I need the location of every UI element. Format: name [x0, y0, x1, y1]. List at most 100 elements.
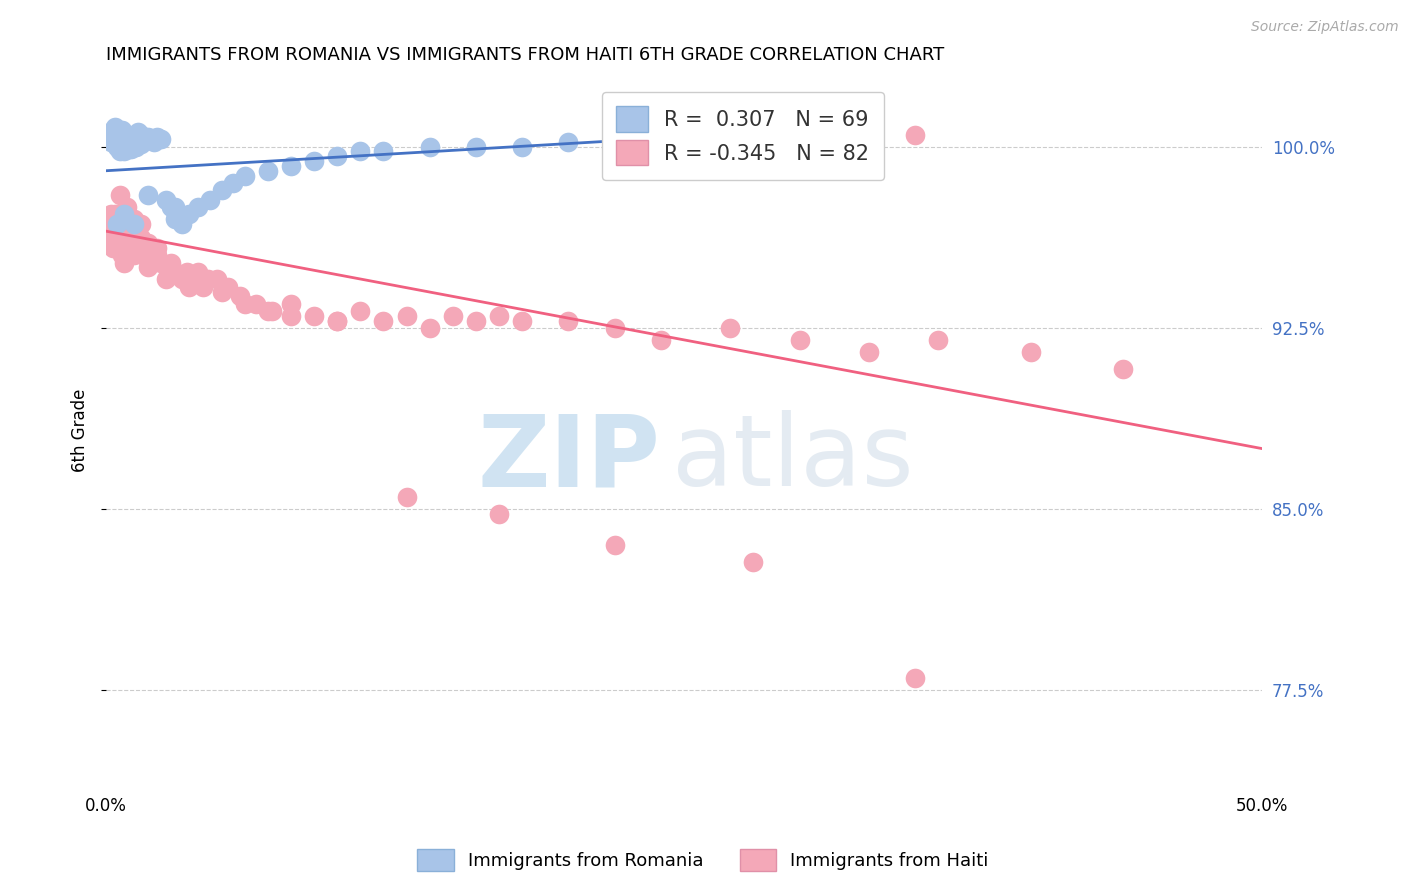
- Point: [136, 130, 159, 145]
- Point: [104, 207, 127, 221]
- Point: [256, 304, 278, 318]
- Legend: R =  0.307   N = 69, R = -0.345   N = 82: R = 0.307 N = 69, R = -0.345 N = 82: [602, 92, 884, 180]
- Point: [789, 333, 811, 347]
- Point: [510, 139, 533, 153]
- Point: [120, 142, 142, 156]
- Point: [112, 231, 135, 245]
- Point: [233, 296, 256, 310]
- Point: [904, 671, 927, 685]
- Point: [441, 309, 464, 323]
- Point: [159, 260, 181, 275]
- Point: [136, 260, 159, 275]
- Point: [155, 272, 177, 286]
- Point: [115, 241, 138, 255]
- Point: [419, 139, 441, 153]
- Point: [122, 217, 145, 231]
- Point: [100, 207, 122, 221]
- Point: [245, 296, 267, 310]
- Point: [191, 279, 214, 293]
- Point: [129, 231, 152, 245]
- Point: [256, 163, 278, 178]
- Point: [262, 304, 284, 318]
- Point: [125, 128, 148, 142]
- Point: [187, 265, 209, 279]
- Point: [107, 212, 129, 227]
- Y-axis label: 6th Grade: 6th Grade: [72, 389, 89, 472]
- Point: [129, 128, 152, 142]
- Point: [122, 139, 145, 153]
- Point: [603, 320, 626, 334]
- Point: [118, 224, 141, 238]
- Point: [107, 217, 129, 231]
- Point: [488, 507, 510, 521]
- Point: [122, 212, 145, 227]
- Point: [100, 236, 122, 251]
- Point: [176, 265, 198, 279]
- Text: ZIP: ZIP: [478, 410, 661, 508]
- Point: [120, 236, 142, 251]
- Point: [718, 320, 741, 334]
- Point: [557, 135, 579, 149]
- Point: [118, 130, 141, 145]
- Point: [155, 193, 177, 207]
- Point: [143, 135, 166, 149]
- Text: IMMIGRANTS FROM ROMANIA VS IMMIGRANTS FROM HAITI 6TH GRADE CORRELATION CHART: IMMIGRANTS FROM ROMANIA VS IMMIGRANTS FR…: [105, 46, 945, 64]
- Point: [349, 145, 371, 159]
- Text: Source: ZipAtlas.com: Source: ZipAtlas.com: [1251, 20, 1399, 34]
- Point: [150, 255, 173, 269]
- Point: [326, 313, 349, 327]
- Point: [742, 130, 765, 145]
- Point: [104, 120, 127, 135]
- Point: [395, 309, 418, 323]
- Point: [97, 217, 120, 231]
- Point: [280, 296, 302, 310]
- Point: [280, 309, 302, 323]
- Point: [139, 132, 162, 146]
- Point: [510, 313, 533, 327]
- Point: [122, 128, 145, 142]
- Point: [650, 333, 672, 347]
- Point: [112, 207, 135, 221]
- Point: [125, 139, 148, 153]
- Point: [373, 145, 395, 159]
- Point: [280, 159, 302, 173]
- Point: [141, 241, 163, 255]
- Point: [127, 137, 149, 152]
- Point: [302, 154, 325, 169]
- Point: [146, 130, 169, 145]
- Point: [115, 142, 138, 156]
- Point: [129, 217, 152, 231]
- Point: [134, 132, 156, 146]
- Point: [1112, 362, 1135, 376]
- Point: [141, 132, 163, 146]
- Point: [118, 248, 141, 262]
- Point: [112, 128, 135, 142]
- Point: [198, 193, 221, 207]
- Point: [488, 309, 510, 323]
- Point: [107, 122, 129, 136]
- Point: [165, 212, 187, 227]
- Point: [111, 248, 134, 262]
- Point: [115, 200, 138, 214]
- Point: [464, 313, 486, 327]
- Point: [136, 188, 159, 202]
- Point: [179, 279, 201, 293]
- Point: [858, 345, 880, 359]
- Point: [111, 224, 134, 238]
- Point: [136, 236, 159, 251]
- Point: [115, 217, 138, 231]
- Point: [557, 313, 579, 327]
- Point: [672, 130, 695, 145]
- Point: [373, 313, 395, 327]
- Point: [108, 135, 131, 149]
- Point: [217, 279, 239, 293]
- Point: [211, 183, 233, 197]
- Point: [603, 135, 626, 149]
- Point: [349, 304, 371, 318]
- Point: [127, 241, 149, 255]
- Point: [165, 265, 187, 279]
- Point: [101, 241, 124, 255]
- Point: [1019, 345, 1042, 359]
- Point: [187, 200, 209, 214]
- Point: [111, 132, 134, 146]
